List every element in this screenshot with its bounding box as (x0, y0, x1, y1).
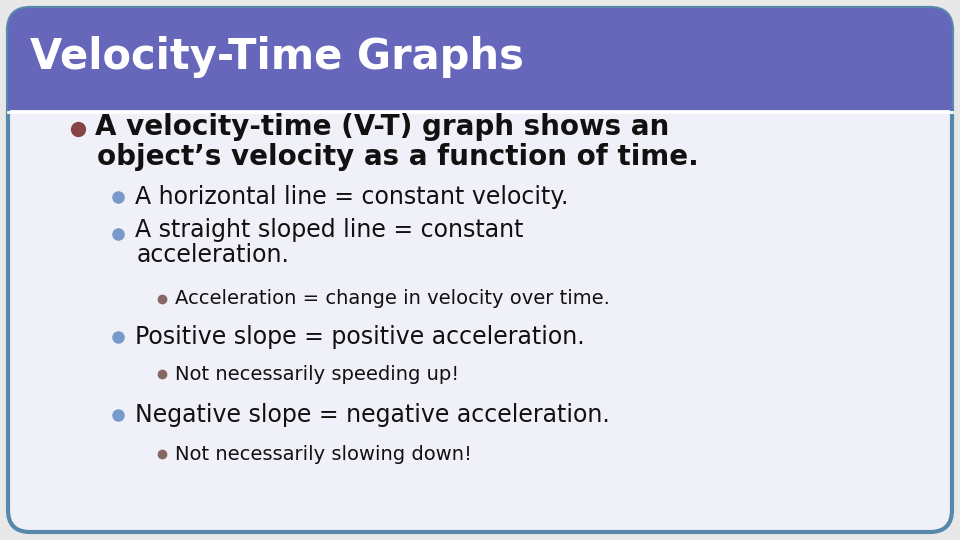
FancyBboxPatch shape (8, 8, 952, 110)
Text: A straight sloped line = constant: A straight sloped line = constant (135, 218, 523, 242)
Text: object’s velocity as a function of time.: object’s velocity as a function of time. (97, 143, 699, 171)
Text: Velocity-Time Graphs: Velocity-Time Graphs (30, 36, 524, 78)
Text: Positive slope = positive acceleration.: Positive slope = positive acceleration. (135, 325, 585, 349)
Text: Not necessarily slowing down!: Not necessarily slowing down! (175, 444, 472, 463)
Text: A velocity-time (V-T) graph shows an: A velocity-time (V-T) graph shows an (95, 113, 669, 141)
Text: A horizontal line = constant velocity.: A horizontal line = constant velocity. (135, 185, 568, 209)
FancyBboxPatch shape (8, 60, 952, 110)
FancyBboxPatch shape (8, 8, 952, 532)
Text: Negative slope = negative acceleration.: Negative slope = negative acceleration. (135, 403, 610, 427)
Text: Not necessarily speeding up!: Not necessarily speeding up! (175, 364, 459, 383)
Text: Acceleration = change in velocity over time.: Acceleration = change in velocity over t… (175, 289, 610, 308)
Text: acceleration.: acceleration. (137, 244, 290, 267)
